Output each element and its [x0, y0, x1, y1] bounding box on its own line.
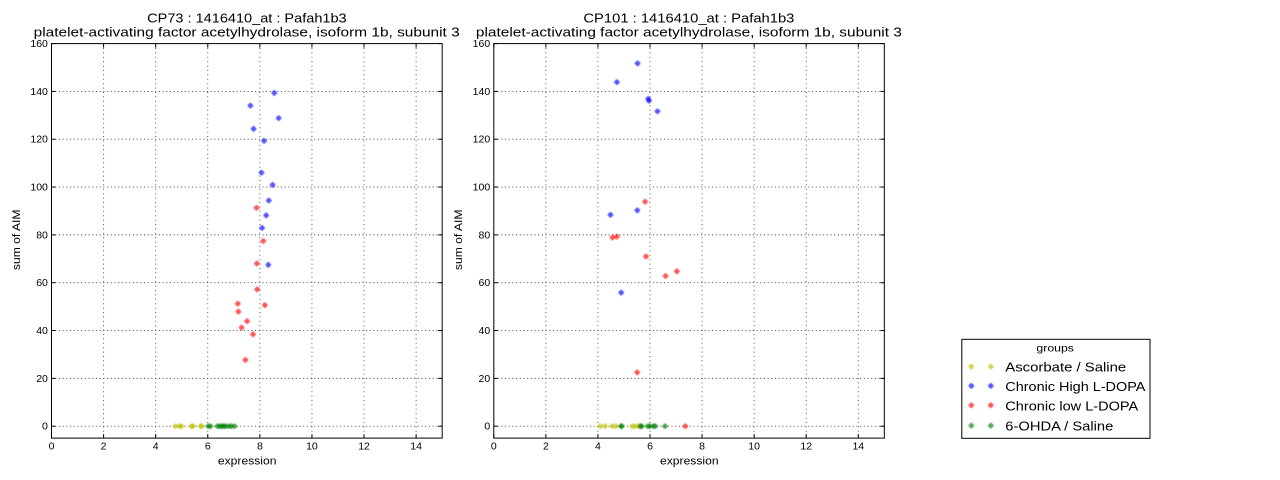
svg-text:160: 160	[473, 38, 491, 50]
svg-text:platelet-activating factor ace: platelet-activating factor acetylhydrola…	[34, 25, 460, 39]
svg-text:Ascorbate / Saline: Ascorbate / Saline	[1005, 361, 1126, 375]
svg-text:100: 100	[30, 181, 48, 193]
svg-text:sum of AIM: sum of AIM	[453, 210, 465, 271]
svg-text:Chronic low L-DOPA: Chronic low L-DOPA	[1005, 399, 1139, 413]
svg-text:groups: groups	[1036, 344, 1074, 355]
svg-text:12: 12	[800, 440, 812, 452]
svg-text:0: 0	[49, 440, 55, 452]
svg-text:20: 20	[479, 373, 491, 385]
svg-text:platelet-activating factor ace: platelet-activating factor acetylhydrola…	[476, 25, 902, 39]
svg-text:120: 120	[30, 134, 48, 146]
svg-text:12: 12	[358, 440, 370, 452]
svg-text:20: 20	[36, 373, 48, 385]
svg-text:2: 2	[101, 440, 107, 452]
svg-text:40: 40	[479, 325, 491, 337]
svg-text:60: 60	[479, 277, 491, 289]
svg-text:120: 120	[473, 134, 491, 146]
svg-text:160: 160	[30, 38, 48, 50]
svg-text:60: 60	[36, 277, 48, 289]
svg-text:14: 14	[852, 440, 864, 452]
svg-text:40: 40	[36, 325, 48, 337]
svg-text:0: 0	[491, 440, 497, 452]
svg-text:CP101 : 1416410_at : Pafah1b3: CP101 : 1416410_at : Pafah1b3	[583, 12, 794, 26]
svg-text:6-OHDA / Saline: 6-OHDA / Saline	[1005, 420, 1113, 434]
svg-text:2: 2	[543, 440, 549, 452]
svg-text:80: 80	[479, 229, 491, 241]
svg-text:sum of AIM: sum of AIM	[11, 210, 23, 271]
svg-text:0: 0	[484, 421, 490, 433]
svg-text:10: 10	[306, 440, 318, 452]
svg-text:6: 6	[647, 440, 653, 452]
svg-text:14: 14	[410, 440, 422, 452]
svg-text:expression: expression	[218, 456, 277, 468]
svg-text:6: 6	[205, 440, 211, 452]
svg-text:expression: expression	[660, 456, 719, 468]
svg-text:0: 0	[42, 421, 48, 433]
svg-text:4: 4	[595, 440, 601, 452]
svg-text:CP73 : 1416410_at : Pafah1b3: CP73 : 1416410_at : Pafah1b3	[147, 12, 347, 26]
svg-text:140: 140	[473, 86, 491, 98]
svg-text:Chronic High L-DOPA: Chronic High L-DOPA	[1005, 380, 1146, 394]
svg-text:140: 140	[30, 86, 48, 98]
svg-text:8: 8	[257, 440, 263, 452]
svg-text:80: 80	[36, 229, 48, 241]
svg-text:100: 100	[473, 181, 491, 193]
svg-text:10: 10	[748, 440, 760, 452]
svg-text:8: 8	[699, 440, 705, 452]
svg-text:4: 4	[153, 440, 159, 452]
